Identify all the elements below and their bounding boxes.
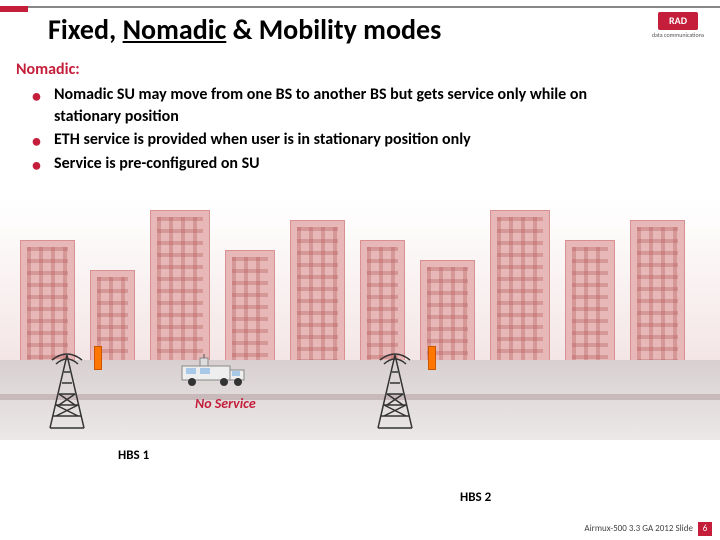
van-icon (178, 354, 248, 386)
ground (0, 360, 720, 440)
tower-icon (370, 350, 420, 430)
building (630, 220, 685, 370)
footer: Airmux-500 3.3 GA 2012 Slide 6 (584, 522, 712, 536)
building (290, 220, 345, 370)
tower-icon (42, 350, 92, 430)
brand-logo-sub: data communications (648, 31, 708, 39)
no-service-label: No Service (195, 395, 256, 412)
hbs1-label: HBS 1 (118, 448, 149, 463)
slide-title: Fixed, Nomadic & Mobility modes (48, 12, 441, 47)
title-post: & Mobility modes (226, 12, 441, 47)
brand-logo-text: RAD (658, 12, 698, 30)
footer-text: Airmux-500 3.3 GA 2012 Slide (584, 523, 693, 534)
bullet-item: ETH service is provided when user is in … (28, 129, 610, 151)
page-number: 6 (698, 522, 712, 536)
brand-logo: RAD data communications (648, 12, 708, 46)
building (150, 210, 210, 370)
bullet-item: Service is pre-configured on SU (28, 153, 610, 175)
antenna-icon (94, 346, 102, 370)
subheading: Nomadic: (16, 60, 80, 79)
building (490, 210, 550, 370)
ground-stripe (0, 394, 720, 400)
bullet-list: Nomadic SU may move from one BS to anoth… (28, 84, 610, 176)
illustration: No Service (0, 200, 720, 440)
bullet-item: Nomadic SU may move from one BS to anoth… (28, 84, 610, 127)
header-accent (0, 6, 28, 12)
building (225, 250, 275, 370)
title-pre: Fixed, (48, 12, 123, 47)
hbs2-label: HBS 2 (460, 490, 491, 505)
building (565, 240, 615, 370)
title-underlined: Nomadic (123, 12, 227, 47)
antenna-icon (428, 346, 436, 370)
